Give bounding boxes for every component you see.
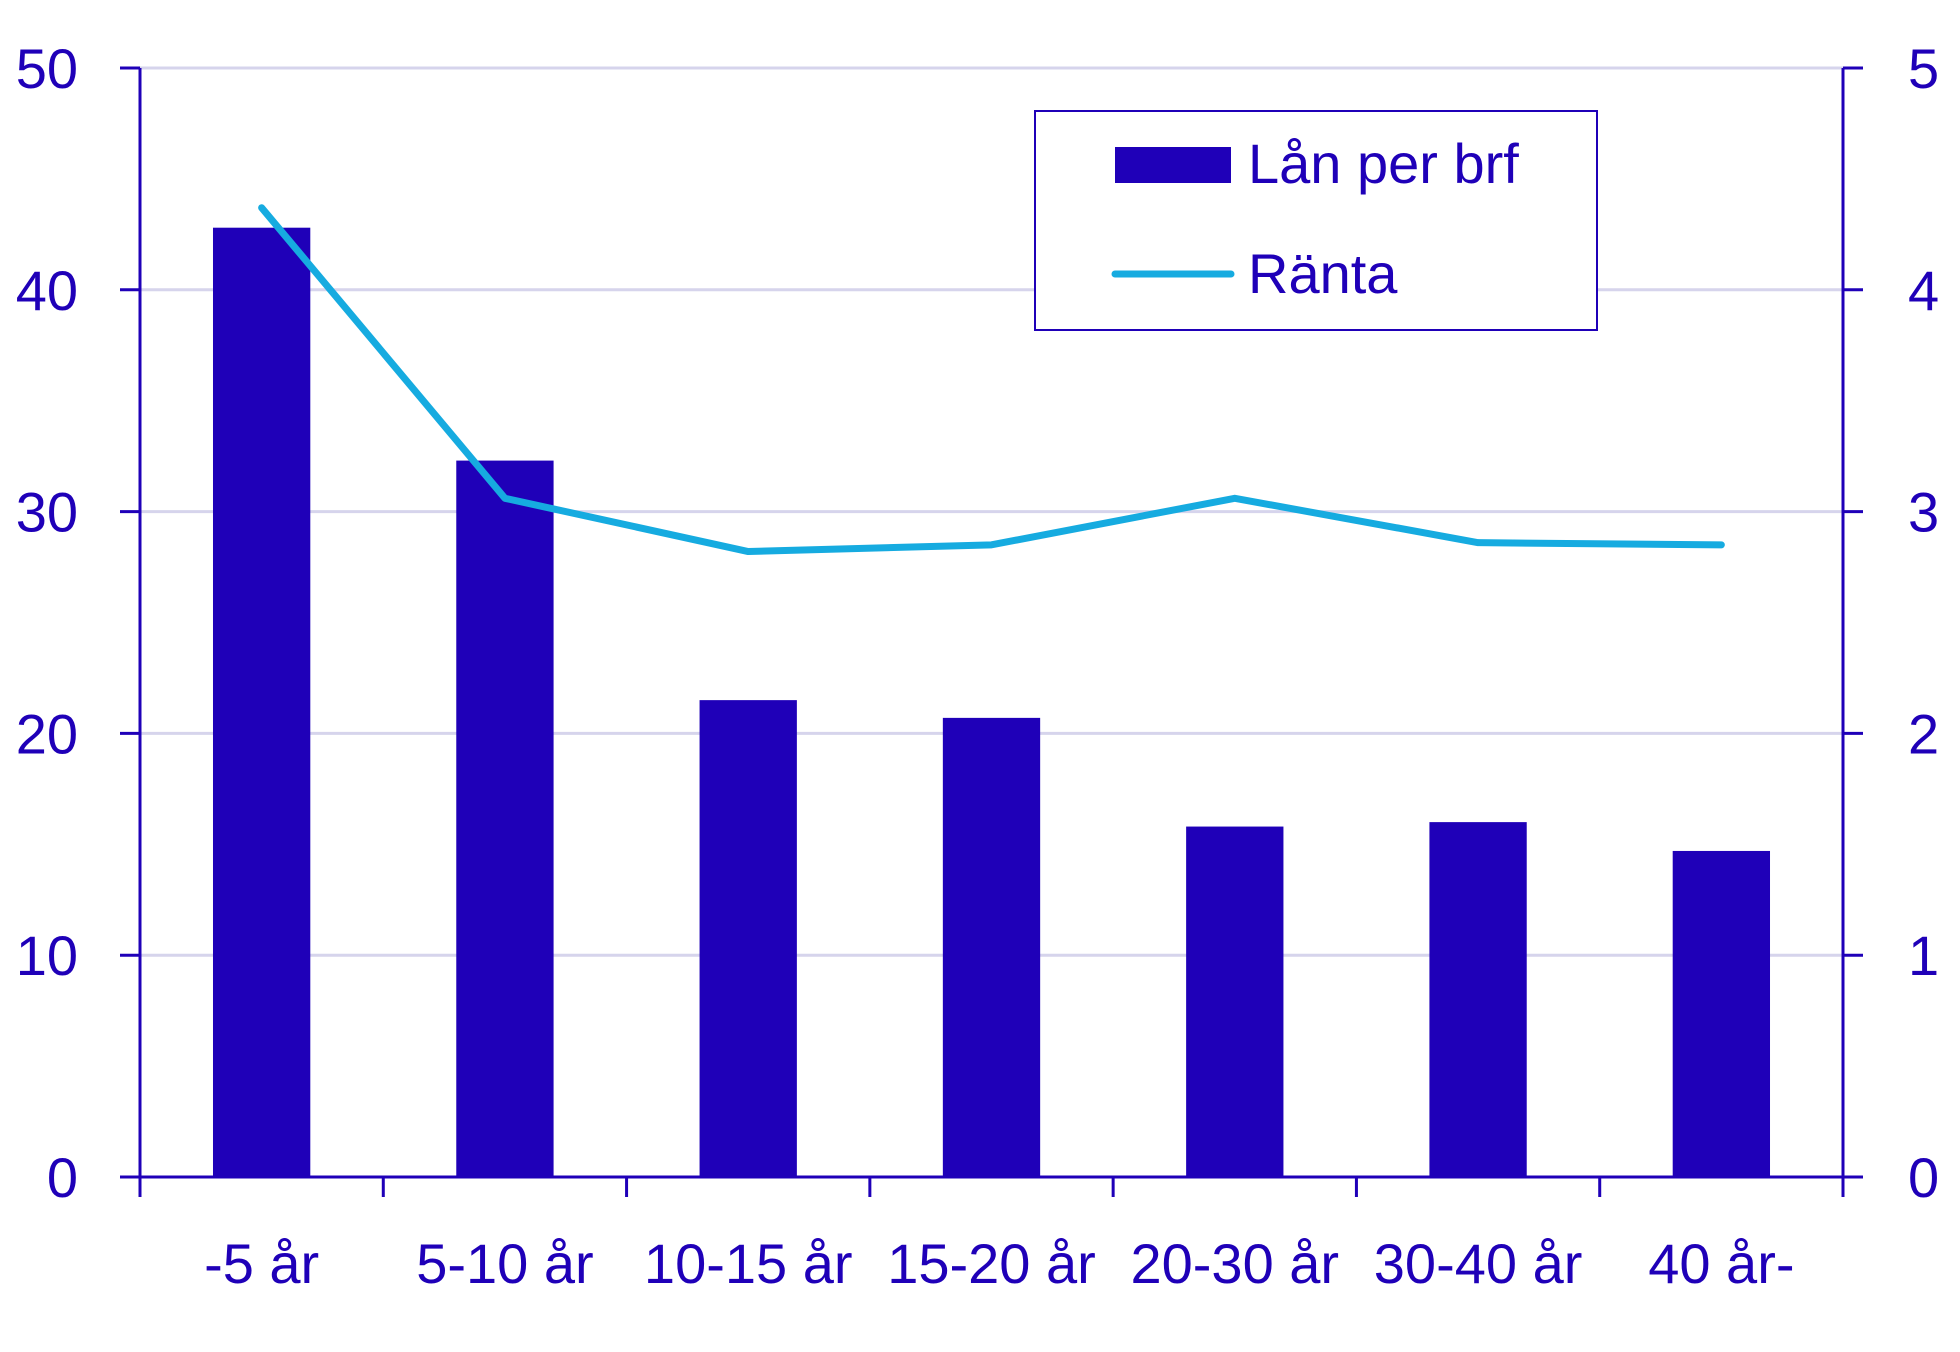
tick-labels: 0 10 20 30 40 50 0 1 2 3 4 5 -5 år 5-10 år 10-15 år 15-… bbox=[16, 37, 1939, 1295]
bar bbox=[1186, 826, 1284, 1177]
bar bbox=[1429, 822, 1527, 1177]
y-tick-label-right: 5 bbox=[1908, 37, 1939, 100]
y-tick-label-left: 40 bbox=[16, 259, 78, 322]
x-tick-label: -5 år bbox=[204, 1232, 319, 1295]
legend: Lån per brf Ränta bbox=[1034, 110, 1598, 331]
y-tick-label-right: 4 bbox=[1908, 259, 1939, 322]
legend-label-line: Ränta bbox=[1248, 242, 1398, 305]
y-tick-label-left: 10 bbox=[16, 924, 78, 987]
bar bbox=[942, 717, 1041, 1177]
y-tick-label-left: 50 bbox=[16, 37, 78, 100]
legend-label-bar: Lån per brf bbox=[1248, 132, 1519, 195]
x-tick-label: 10-15 år bbox=[644, 1232, 853, 1295]
y-tick-label-left: 30 bbox=[16, 481, 78, 544]
bar bbox=[212, 227, 311, 1178]
y-tick-label-right: 3 bbox=[1908, 481, 1939, 544]
bar bbox=[699, 700, 797, 1177]
legend-bar-swatch bbox=[1115, 147, 1231, 183]
y-tick-label-left: 0 bbox=[47, 1146, 78, 1209]
bar bbox=[1672, 850, 1771, 1177]
x-tick-label: 15-20 år bbox=[887, 1232, 1096, 1295]
x-tick-label: 40 år- bbox=[1648, 1232, 1794, 1295]
axes bbox=[120, 66, 1863, 1197]
y-tick-label-right: 2 bbox=[1908, 702, 1939, 765]
x-tick-label: 5-10 år bbox=[416, 1232, 593, 1295]
x-tick-label: 20-30 år bbox=[1130, 1232, 1339, 1295]
x-tick-label: 30-40 år bbox=[1374, 1232, 1583, 1295]
y-tick-label-left: 20 bbox=[16, 702, 78, 765]
bar-series bbox=[212, 227, 1771, 1178]
y-tick-label-right: 0 bbox=[1908, 1146, 1939, 1209]
bar bbox=[456, 460, 554, 1177]
y-tick-label-right: 1 bbox=[1908, 924, 1939, 987]
line-series bbox=[258, 204, 1725, 556]
